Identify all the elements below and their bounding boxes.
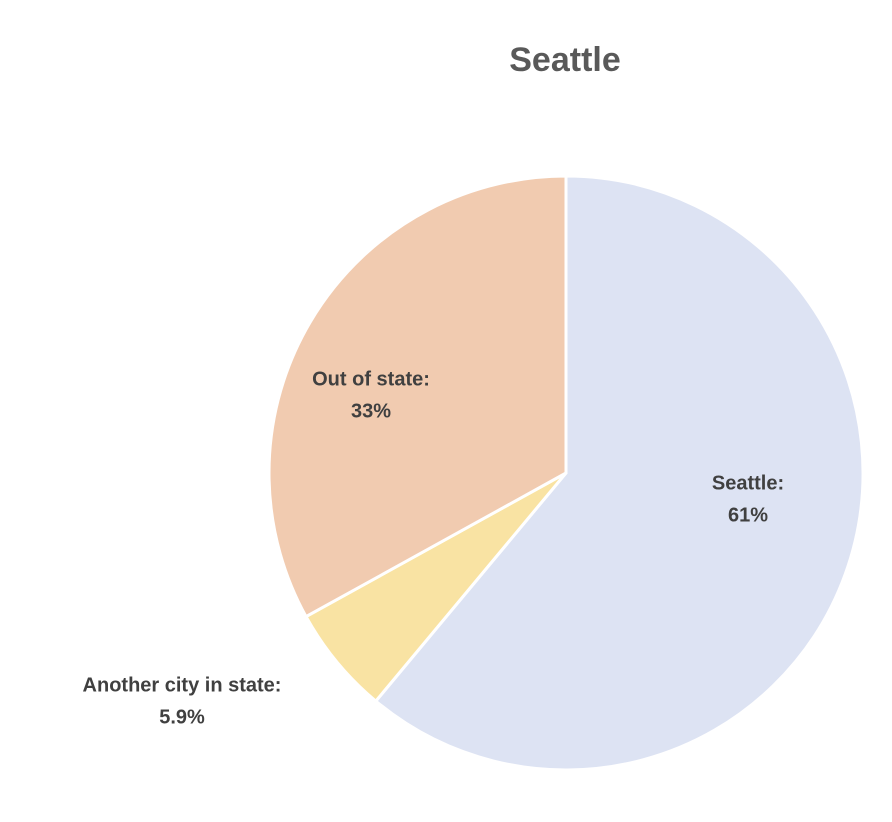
- chart-title: Seattle: [509, 41, 621, 79]
- slice-label: Another city in state:: [83, 674, 282, 696]
- pie-slice: [267, 174, 568, 619]
- value-label: 61%: [728, 504, 768, 526]
- value-label: 33%: [351, 400, 391, 422]
- pie-slice: [373, 174, 865, 772]
- slice-label: Out of state:: [312, 368, 430, 390]
- slice-label: Seattle:: [712, 472, 784, 494]
- value-label: 5.9%: [159, 706, 205, 728]
